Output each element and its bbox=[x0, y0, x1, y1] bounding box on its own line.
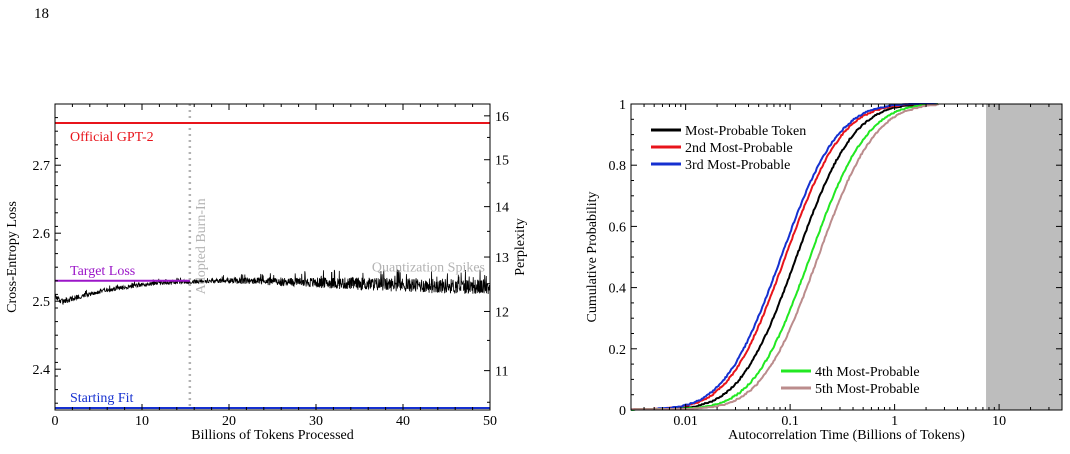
y-tick-label: 2.4 bbox=[33, 363, 51, 378]
y-tick-label: 0.2 bbox=[609, 343, 627, 358]
x-tick-label: 10 bbox=[992, 414, 1006, 429]
cdf-line-3 bbox=[631, 103, 938, 411]
left-x-axis-title: Billions of Tokens Processed bbox=[191, 428, 353, 443]
y-tick-label: 2.6 bbox=[33, 227, 51, 242]
left-plot-frame bbox=[54, 103, 491, 411]
x-tick-label: 1 bbox=[891, 414, 898, 429]
official-gpt2-label: Official GPT-2 bbox=[70, 130, 154, 145]
y2-tick-label: 14 bbox=[495, 201, 509, 216]
target-loss-label: Target Loss bbox=[70, 264, 135, 279]
x-tick-label: 10 bbox=[135, 414, 149, 429]
right-y-axis-title: Perplexity bbox=[513, 218, 528, 276]
right-x-axis-title: Autocorrelation Time (Billions of Tokens… bbox=[728, 428, 965, 443]
cdf-line-5 bbox=[630, 103, 939, 411]
y2-tick-label: 16 bbox=[495, 110, 509, 125]
x-tick-label: 40 bbox=[396, 414, 410, 429]
excluded-region bbox=[986, 104, 1062, 410]
x-tick-label: 50 bbox=[483, 414, 497, 429]
loss-series bbox=[54, 269, 491, 305]
y-tick-label: 1 bbox=[619, 98, 626, 113]
right-chart-y-axis-title: Cumulative Probability bbox=[585, 191, 600, 322]
y-tick-label: 2.7 bbox=[33, 159, 51, 174]
x-tick-label: 30 bbox=[309, 414, 323, 429]
legend-label: 2nd Most-Probable bbox=[685, 141, 793, 156]
y-tick-label: 0.6 bbox=[609, 220, 627, 235]
y-tick-label: 2.5 bbox=[33, 295, 51, 310]
y-tick-label: 0 bbox=[619, 404, 626, 419]
page-number: 18 bbox=[34, 6, 49, 22]
left-axis-ticks bbox=[54, 104, 491, 410]
y2-tick-label: 15 bbox=[495, 154, 509, 169]
x-tick-label: 0 bbox=[52, 414, 59, 429]
legend-label: 3rd Most-Probable bbox=[685, 158, 790, 173]
legend-label: 5th Most-Probable bbox=[815, 382, 920, 397]
y2-tick-label: 12 bbox=[495, 305, 509, 320]
right-axis-ticks bbox=[630, 103, 1063, 411]
x-tick-label: 0.01 bbox=[673, 414, 698, 429]
quantization-spikes-label: Quantization Spikes bbox=[372, 260, 485, 275]
reference-lines bbox=[55, 122, 490, 409]
legend-label: Most-Probable Token bbox=[685, 124, 806, 139]
y2-tick-label: 11 bbox=[495, 365, 508, 380]
y-tick-label: 0.8 bbox=[609, 159, 627, 174]
x-tick-label: 0.1 bbox=[781, 414, 799, 429]
y2-tick-label: 13 bbox=[495, 251, 509, 266]
autocorrelation-chart: 0.01 0.1 1 10 0 0.2 0.4 0.6 0.8 1 Most-Probable T… bbox=[585, 98, 1063, 443]
left-y-axis-title: Cross-Entropy Loss bbox=[5, 201, 20, 313]
legend-label: 4th Most-Probable bbox=[815, 365, 920, 380]
adopted-burn-in-label: Adopted Burn-In bbox=[194, 198, 209, 294]
starting-fit-label: Starting Fit bbox=[70, 391, 134, 406]
x-tick-label: 20 bbox=[222, 414, 236, 429]
y-tick-label: 0.4 bbox=[609, 282, 627, 297]
loss-line bbox=[54, 269, 491, 305]
cdf-series bbox=[630, 103, 939, 411]
legend: Most-Probable Token 2nd Most-Probable 3rd … bbox=[651, 124, 920, 397]
loss-chart: 0 10 20 30 40 50 2.4 2.5 2.6 2.7 11 12 13 14 15 16 Offi… bbox=[5, 103, 528, 443]
